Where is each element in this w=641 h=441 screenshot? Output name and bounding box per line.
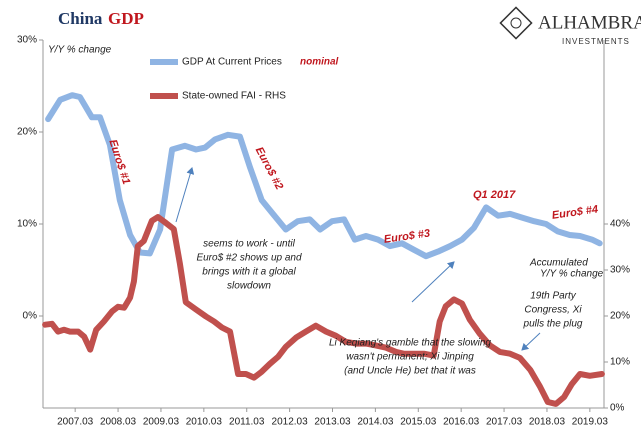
legend-label: State-owned FAI - RHS [182,91,286,102]
logo-name: ALHAMBRA [538,12,641,33]
annotation: Euro$ #2 shows up and [196,253,302,264]
x-tick-label: 2016.03 [443,417,480,428]
chart-title-highlight: GDP [108,9,144,28]
logo-icon-core [510,17,522,29]
y2-tick-label: 20% [610,311,630,322]
y-tick-label: 20% [17,127,37,138]
arrow [175,167,195,223]
x-tick-label: 2007.03 [57,417,94,428]
legend-note: nominal [300,57,339,68]
annotation: seems to work - until [203,239,295,250]
y2-axis-label: Accumulated [529,258,588,269]
chart-title: China [58,9,103,28]
y2-tick-label: 10% [610,357,630,368]
logo: ALHAMBRA INVESTMENTS [499,6,641,46]
series-line [42,214,605,407]
annotation: Euro$ #4 [551,203,599,221]
annotation: wasn't permanent; Xi Jinping [346,352,474,363]
y2-tick-label: 30% [610,265,630,276]
y-tick-label: 0% [23,311,38,322]
series-line [45,92,603,260]
y-tick-label: 30% [17,35,37,46]
x-tick-label: 2015.03 [400,417,437,428]
annotation: Congress, Xi [524,305,582,316]
annotation: Q1 2017 [473,189,516,201]
x-tick-label: 2009.03 [143,417,180,428]
annotation: slowdown [227,281,271,292]
x-tick-label: 2017.03 [486,417,523,428]
x-tick-label: 2012.03 [272,417,309,428]
logo-icon [499,6,533,40]
x-tick-label: 2008.03 [100,417,137,428]
x-tick-label: 2014.03 [357,417,394,428]
annotation: brings with it a global [202,267,296,278]
x-tick-label: 2011.03 [229,417,265,428]
x-tick-label: 2019.03 [572,417,609,428]
arrow [521,332,541,351]
y2-tick-label: 40% [610,219,630,230]
logo-sub: INVESTMENTS [562,37,630,46]
arrow [411,261,455,303]
annotation: (and Uncle He) bet that it was [344,366,476,377]
plot: 30% 20% 10% 0% 40% 30% 20% 10% 0% 2007.03 2008.03 2… [17,35,630,428]
legend-label: GDP At Current Prices [182,57,282,68]
annotation: pulls the plug [523,319,583,330]
annotation: 19th Party [530,291,577,302]
x-tick-label: 2013.03 [314,417,351,428]
y2-axis-label: Y/Y % change [540,269,604,280]
y-axis-label: Y/Y % change [48,45,112,56]
annotation-block: seems to work - until Euro$ #2 shows up … [196,239,582,377]
y2-tick-label: 0% [610,403,625,414]
x-tick-label: 2018.03 [529,417,566,428]
y-tick-label: 10% [17,219,37,230]
x-tick-label: 2010.03 [186,417,223,428]
annotation: Li Keqiang's gamble that the slowing [329,338,491,349]
